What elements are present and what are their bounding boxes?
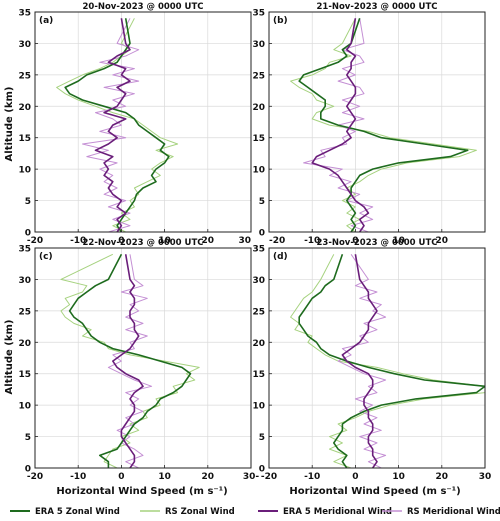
y-tick-label: 5 [259,433,265,443]
plot-area [269,12,485,232]
series-line-era-5-meridional-wind [112,254,144,468]
panel-title: 20-Nov-2023 @ 0000 UTC [82,2,203,12]
series-line-era-5-zonal-wind [298,254,485,468]
y-tick-label: 0 [259,465,265,475]
plot-area [35,248,251,468]
y-tick-label: 20 [252,103,265,113]
series-line-rs-zonal-wind [60,253,200,468]
x-tick-label: -20 [269,236,285,246]
y-tick-label: 0 [25,465,31,475]
x-tick-label: 0 [352,472,358,482]
x-tick-label: 10 [392,472,405,482]
y-tick-label: 20 [18,339,31,349]
y-tick-label: 10 [252,166,265,176]
y-tick-label: 15 [18,370,31,380]
x-tick-label: 10 [158,236,171,246]
legend-label: ERA 5 Meridional Wind [283,507,392,517]
x-tick-label: 30- [243,472,260,482]
series-line-rs-meridional-wind [107,254,153,468]
y-tick-label: 30 [18,276,31,286]
y-tick-label: 0 [259,229,265,239]
x-tick-label: 10 [392,236,405,246]
y-tick-label: 25 [252,71,265,81]
panel-title: 21-Nov-2023 @ 0000 UTC [316,2,437,12]
y-tick-label: 35 [252,9,265,19]
series-line-era-5-zonal-wind [64,18,170,232]
y-tick-label: 30 [252,40,265,50]
plot-frame [34,11,252,233]
plot-area [269,248,485,468]
plot-frame [268,11,486,233]
x-tick-label: 0 [118,236,124,246]
panel-letter: (a) [39,16,53,26]
y-tick-label: 30 [252,276,265,286]
y-tick-label: 5 [25,197,31,207]
x-tick-label: 30 [238,236,251,246]
plot-area [35,12,251,232]
y-axis-label-top: Altitude (km) [4,87,15,162]
x-tick-label: 20 [202,236,215,246]
y-tick-label: 15 [252,134,265,144]
legend-label: RS Zonal Wind [165,507,235,517]
y-axis-label-bottom: Altitude (km) [4,320,15,395]
y-tick-label: 25 [18,71,31,81]
x-tick-label: 20 [202,472,215,482]
panel-3: -20 -10 0 10 20 30 0 5 10 15 20 25 30 35 23-Nov-2023 @… [252,238,491,482]
plot-frame [34,247,252,469]
legend: ERA 5 Zonal Wind RS Zonal Wind ERA 5 Merid… [10,507,500,517]
y-tick-label: 20 [252,339,265,349]
x-axis-label-left: Horizontal Wind Speed (m s⁻¹) [56,486,227,497]
panel-title: 22-Nov-2023 @ 0000 UTC [82,238,203,248]
panel-letter: (c) [39,252,53,262]
y-tick-label: 35 [18,245,31,255]
legend-label: ERA 5 Zonal Wind [35,507,120,517]
panel-1: -20 -10 0 10 20 0 5 10 15 20 25 30 35 21-Nov-2023 @ 0… [252,2,486,246]
x-tick-label: 30 [479,472,492,482]
series-line-era-5-zonal-wind [298,18,469,232]
y-tick-label: 10 [252,402,265,412]
y-tick-label: 10 [18,166,31,176]
y-tick-label: 5 [259,197,265,207]
series-line-rs-meridional-wind [337,254,387,468]
x-tick-label: 20 [436,472,449,482]
series-line-rs-zonal-wind [290,18,477,232]
x-axis-label-right: Horizontal Wind Speed (m s⁻¹) [289,486,460,497]
series-line-era-5-meridional-wind [341,254,378,468]
y-tick-label: 35 [252,245,265,255]
plot-frame [268,247,486,469]
panel-2: -20 -10 0 10 20 30- 0 5 10 15 20 25 30 35 22-Nov-2023 … [18,238,259,482]
x-tick-label: -10 [70,472,86,482]
panel-0: -20 -10 0 10 20 30 0 5 10 15 20 25 30 35 20-Nov-2023 @… [18,2,252,246]
y-tick-label: 5 [25,433,31,443]
series-line-era-5-meridional-wind [94,18,131,232]
y-tick-label: 0 [25,229,31,239]
y-tick-label: 15 [252,370,265,380]
y-tick-label: 30 [18,40,31,50]
y-tick-label: 25 [18,307,31,317]
x-tick-label: -10 [70,236,86,246]
series-line-era-5-zonal-wind [68,253,192,468]
x-tick-label: -20 [27,236,43,246]
panel-title: 23-Nov-2023 @ 0000 UTC [316,238,437,248]
y-tick-label: 25 [252,307,265,317]
legend-label: RS Meridional Wind [407,507,500,517]
y-tick-label: 10 [18,402,31,412]
x-tick-label: 10 [158,472,171,482]
panel-letter: (b) [273,16,288,26]
series-line-rs-zonal-wind [290,254,485,468]
y-tick-label: 15 [18,134,31,144]
x-tick-label: 0 [352,236,358,246]
y-tick-label: 35 [18,9,31,19]
series-line-era-5-meridional-wind [311,18,370,232]
x-tick-label: 0 [118,472,124,482]
x-tick-label: -10 [304,236,320,246]
x-tick-label: 20 [436,236,449,246]
x-tick-label: -20 [261,472,277,482]
y-tick-label: 20 [18,103,31,113]
x-tick-label: -10 [304,472,320,482]
panel-letter: (d) [273,252,288,262]
x-tick-label: -20 [27,472,43,482]
series-line-rs-zonal-wind [56,18,179,232]
